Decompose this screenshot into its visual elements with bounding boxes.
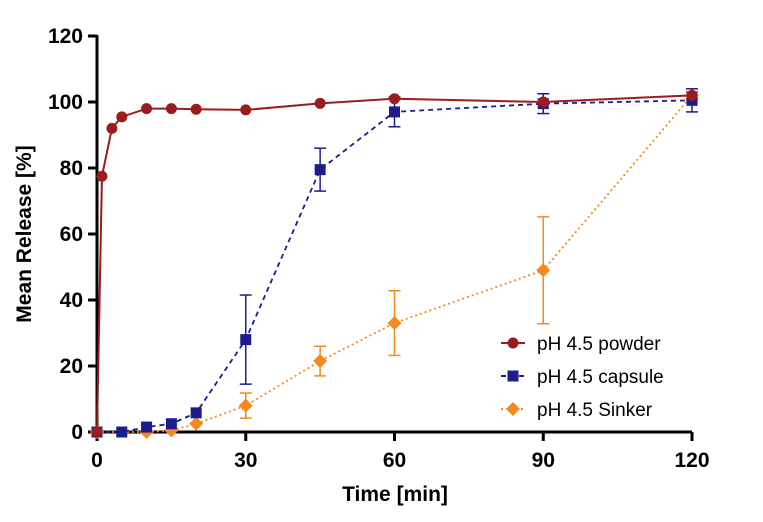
data-point: [389, 106, 400, 118]
legend-label: pH 4.5 capsule: [537, 367, 664, 388]
legend-entry: pH 4.5 powder: [501, 334, 661, 355]
data-point: [91, 426, 103, 438]
data-point: [116, 111, 128, 123]
data-point: [189, 416, 204, 431]
legend-entry: pH 4.5 Sinker: [501, 400, 653, 421]
y-tick-label: 20: [60, 355, 83, 378]
data-point: [240, 334, 252, 346]
series-line: [96, 94, 693, 433]
data-point: [387, 316, 402, 331]
y-tick-label: 100: [48, 91, 83, 114]
data-point: [536, 263, 551, 278]
series-line: [97, 99, 693, 433]
x-tick-label: 90: [532, 449, 555, 472]
data-point: [106, 122, 118, 134]
series-circle: [91, 89, 698, 438]
x-tick-label: 30: [234, 449, 257, 472]
y-tick-label: 120: [48, 25, 83, 48]
data-point: [141, 421, 153, 433]
legend-marker: [507, 337, 519, 349]
legend-label: pH 4.5 powder: [537, 334, 661, 355]
data-point: [165, 103, 177, 115]
data-point: [389, 93, 400, 105]
data-point: [116, 426, 128, 438]
y-tick-label: 80: [60, 157, 83, 180]
data-point: [537, 96, 549, 108]
x-tick-label: 120: [674, 449, 709, 472]
y-tick-label: 60: [60, 223, 83, 246]
data-point: [686, 89, 698, 101]
data-point: [141, 103, 153, 115]
data-point: [165, 418, 177, 430]
data-point: [190, 103, 202, 115]
legend-entry: pH 4.5 capsule: [501, 367, 664, 388]
legend-marker: [507, 370, 519, 382]
y-tick-label: 40: [60, 289, 83, 312]
x-axis-title: Time [min]: [342, 483, 448, 506]
y-axis-title: Mean Release [%]: [13, 145, 36, 322]
data-point: [238, 398, 253, 413]
data-point: [313, 354, 328, 369]
data-point: [190, 407, 202, 419]
data-point: [240, 104, 252, 116]
data-point: [314, 97, 326, 109]
legend-marker: [506, 402, 520, 416]
y-tick-label: 0: [71, 421, 83, 444]
data-point: [314, 164, 326, 176]
data-point: [96, 170, 108, 182]
x-tick-label: 60: [383, 449, 406, 472]
legend-label: pH 4.5 Sinker: [537, 400, 653, 421]
x-tick-label: 0: [91, 449, 103, 472]
